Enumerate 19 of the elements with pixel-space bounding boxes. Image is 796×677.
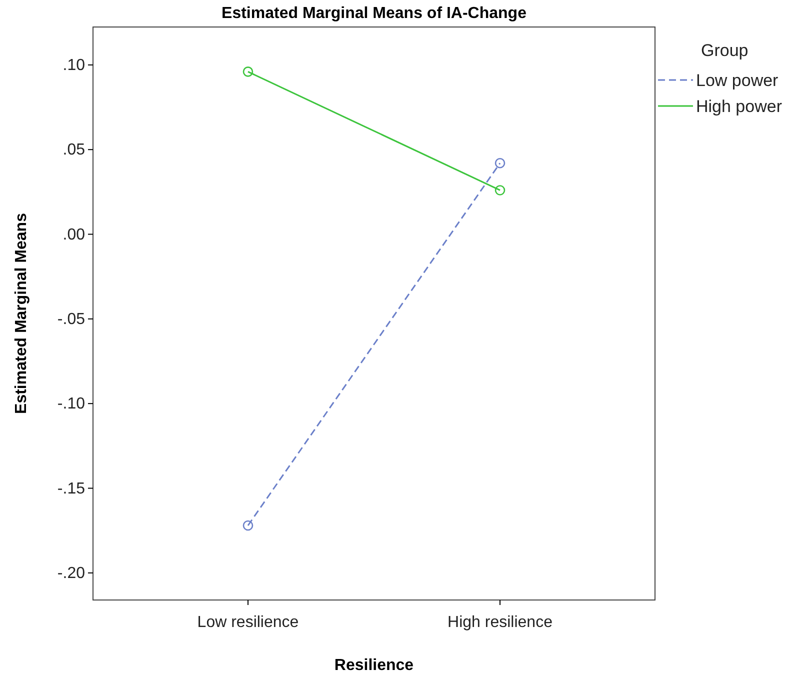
point [242, 520, 254, 531]
x-tick-label: High resilience [448, 614, 553, 632]
point [494, 158, 506, 168]
y-tick-label: -.10 [57, 396, 86, 413]
x-axis-title: Resilience [334, 657, 414, 674]
legend-title: Group [701, 41, 748, 60]
legend-label: Low power [696, 71, 779, 90]
chart-title: Estimated Marginal Means of IA-Change [222, 5, 527, 22]
y-tick-label: -.15 [57, 480, 86, 498]
point [242, 66, 254, 77]
point [494, 185, 506, 196]
legend-label: High power [696, 97, 782, 116]
y-tick-label: .05 [62, 142, 86, 159]
y-tick-label: .10 [62, 57, 86, 74]
y-tick-label: -.20 [57, 565, 86, 582]
x-tick-label: Low resilience [197, 614, 299, 632]
y-tick-label: .00 [62, 226, 86, 244]
y-tick-label: -.05 [57, 311, 86, 328]
y-axis-title: Estimated Marginal Means [13, 212, 30, 414]
